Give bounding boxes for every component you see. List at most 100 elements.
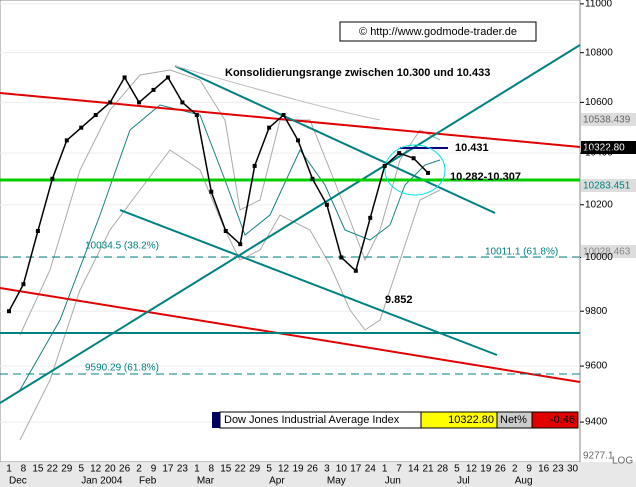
price-tag: 10028.463 — [583, 247, 631, 258]
plot-area — [0, 0, 581, 463]
x-tick-label: 9 — [151, 464, 157, 475]
y-tick-label: 10800 — [585, 47, 613, 58]
x-tick-label: 22 — [235, 464, 247, 475]
x-tick-label: 1 — [6, 464, 12, 475]
price-marker — [151, 87, 156, 92]
price-marker — [339, 255, 344, 260]
channel-lower — [119, 209, 498, 356]
month-label: Jun — [385, 476, 401, 487]
net-value: -0.46 — [550, 414, 575, 426]
price-marker — [180, 100, 185, 105]
x-tick-label: 3 — [324, 464, 330, 475]
month-label: Jul — [457, 476, 470, 487]
price-marker — [411, 156, 416, 161]
price-marker — [267, 125, 272, 130]
x-tick-label: 15 — [32, 464, 44, 475]
x-tick-label: 30 — [567, 464, 579, 475]
price-marker — [50, 176, 55, 181]
price-line — [8, 75, 429, 312]
month-label: Dec — [9, 476, 27, 487]
month-label: Apr — [269, 476, 285, 487]
price-tag-box — [581, 179, 636, 192]
price-tag: 9277.1 — [583, 451, 614, 462]
x-tick-label: 20 — [105, 464, 117, 475]
trend-line — [0, 44, 581, 404]
x-tick-label: 24 — [365, 464, 377, 475]
x-tick-label: 8 — [21, 464, 27, 475]
price-marker — [165, 75, 170, 80]
x-tick-label: 15 — [220, 464, 232, 475]
price-marker — [296, 138, 300, 143]
x-tick-label: 19 — [480, 464, 492, 475]
trend-line-grey — [174, 65, 381, 121]
price-tag-box — [581, 113, 636, 126]
x-tick-label: 1 — [382, 464, 388, 475]
price-marker — [223, 228, 228, 233]
x-tick-label: 5 — [78, 464, 84, 475]
price-marker — [64, 138, 69, 143]
last-value: 10322.80 — [448, 414, 494, 426]
x-tick-label: 12 — [466, 464, 478, 475]
x-tick-label: 28 — [437, 464, 449, 475]
upper-band — [19, 69, 441, 336]
x-tick-label: 17 — [350, 464, 362, 475]
x-tick-label: 26 — [307, 464, 319, 475]
price-marker — [21, 282, 26, 287]
y-tick-label: 9400 — [585, 417, 608, 428]
annotation: 9590.29 (61.8%) — [85, 363, 159, 374]
x-axis-band — [0, 462, 636, 487]
y-tick-label: 9600 — [585, 361, 608, 372]
price-marker — [122, 75, 127, 80]
y-tick-label: 10400 — [585, 148, 613, 159]
x-tick-label: 12 — [90, 464, 102, 475]
lower-band — [19, 149, 441, 441]
annotation: 10.282-10.307 — [450, 171, 521, 183]
price-marker — [194, 112, 199, 117]
x-tick-label: 9 — [526, 464, 532, 475]
price-marker — [108, 100, 113, 105]
price-marker — [238, 242, 243, 247]
price-tag: LOG — [612, 456, 633, 467]
price-tag: 10322.80 — [583, 143, 625, 154]
x-tick-label: 10 — [336, 464, 348, 475]
x-tick-label: 7 — [396, 464, 402, 475]
source-box — [339, 21, 537, 42]
month-label: Jan 2004 — [81, 476, 123, 487]
resistance-line — [0, 92, 581, 148]
price-tag: 10538.439 — [583, 115, 631, 126]
annotation: Konsolidierungsrange zwischen 10.300 und… — [225, 67, 490, 79]
x-tick-label: 17 — [162, 464, 174, 475]
price-marker — [281, 112, 286, 117]
price-marker — [353, 268, 358, 273]
moving-average — [19, 104, 441, 391]
price-tag: 10283.451 — [583, 181, 631, 192]
price-marker — [382, 163, 387, 168]
price-tag-box — [581, 245, 636, 258]
x-tick-label: 2 — [512, 464, 518, 475]
annotation: 10034.5 (38.2%) — [85, 241, 159, 252]
month-label: Aug — [515, 476, 533, 487]
x-tick-label: 5 — [454, 464, 460, 475]
y-tick-label: 10600 — [585, 97, 613, 108]
support-line — [0, 287, 581, 383]
x-tick-label: 23 — [177, 464, 189, 475]
highlight-circle — [384, 144, 446, 196]
net-value-box — [531, 411, 579, 429]
annotation: 9.852 — [385, 294, 413, 306]
price-marker — [35, 228, 40, 233]
x-tick-label: 8 — [209, 464, 215, 475]
price-marker — [79, 125, 84, 130]
price-marker — [252, 163, 257, 168]
x-tick-label: 22 — [47, 464, 59, 475]
x-tick-label: 5 — [266, 464, 272, 475]
y-tick-label: 10000 — [585, 252, 613, 263]
source: © http://www.godmode-trader.de — [359, 26, 517, 38]
month-label: Feb — [139, 476, 157, 487]
channel-upper — [174, 65, 496, 214]
x-tick-label: 26 — [495, 464, 507, 475]
y-tick-label: 10200 — [585, 199, 613, 210]
x-tick-label: 29 — [249, 464, 261, 475]
price-marker — [397, 151, 402, 156]
x-tick-label: 2 — [136, 464, 142, 475]
price-tag-box — [581, 141, 636, 154]
